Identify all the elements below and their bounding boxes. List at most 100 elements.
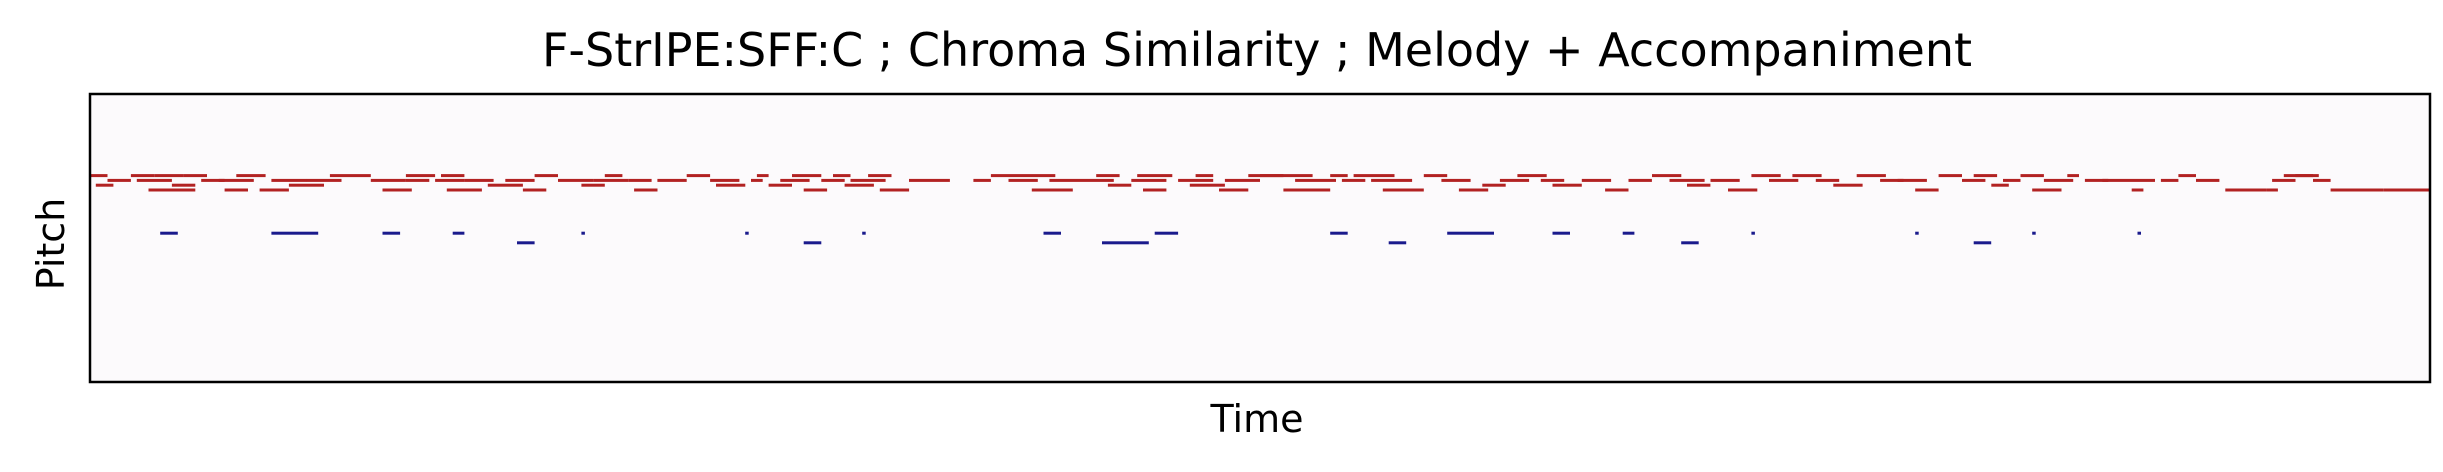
melody-note [833,174,851,178]
melody-note [2067,174,2079,178]
melody-note [1751,174,1781,178]
melody-note [844,183,874,187]
melody-note [657,178,687,182]
melody-note [604,174,623,178]
melody-note [435,178,465,182]
melody-note [201,178,225,182]
melody-note [1096,174,1120,178]
accompaniment-note [160,231,178,235]
accompaniment-note [2137,231,2141,235]
melody-note [634,188,658,192]
melody-note [522,188,547,192]
melody-note [236,174,266,178]
melody-note [218,178,254,182]
accompaniment-note [1102,241,1149,245]
melody-note [405,174,436,178]
melody-note [1856,174,1886,178]
melody-note [464,178,494,182]
melody-note [1517,174,1547,178]
accompaniment-note [1751,231,1755,235]
melody-note [1652,174,1682,178]
melody-note [1938,174,1962,178]
melody-note [2330,188,2384,192]
melody-note [2272,178,2296,182]
melody-note [1973,174,1998,178]
melody-note [382,188,412,192]
accompaniment-note [517,241,535,245]
accompaniment-note [1915,231,1919,235]
melody-note [1143,188,1167,192]
melody-note [1441,178,1471,182]
melody-note [1458,188,1489,192]
melody-note [792,174,822,178]
melody-note [1581,178,1612,182]
melody-note [1178,178,1214,182]
melody-note [868,174,892,178]
accompaniment-note [452,231,465,235]
melody-note [148,188,196,192]
melody-note [1540,178,1565,182]
melody-note [1423,174,1448,178]
melody-note [1219,188,1249,192]
melody-note [686,174,711,178]
melody-note [2020,174,2044,178]
melody-note [821,178,845,182]
melody-note [405,178,430,182]
plot-area [90,94,2430,382]
melody-note [1131,178,1167,182]
melody-note [768,183,792,187]
melody-note [306,178,342,182]
melody-note [224,188,248,192]
accompaniment-note [803,241,822,245]
melody-note [1962,178,1986,182]
melody-note [271,178,307,182]
accompaniment-note [745,231,749,235]
melody-note [534,174,558,178]
accompaniment-note [581,231,585,235]
melody-note [1049,178,1085,182]
melody-note [487,183,523,187]
melody-note [2383,188,2430,192]
melody-note [1084,178,1114,182]
melody-note [183,174,207,178]
accompaniment-note [382,231,401,235]
melody-note [259,188,289,192]
melody-note [1195,174,1214,178]
melody-note [2102,178,2138,182]
melody-note [1815,178,1840,182]
melody-note [1107,183,1132,187]
melody-note [2225,188,2267,192]
melody-note [990,174,1026,178]
notes-layer [90,174,2430,245]
accompaniment-note [1388,241,1407,245]
melody-note [1552,183,1582,187]
accompaniment-note [1154,231,1179,235]
accompaniment-note [2032,231,2036,235]
accompaniment-note [1043,231,1061,235]
melody-note [2137,178,2155,182]
melody-note [2196,178,2220,182]
melody-note [909,178,950,182]
melody-note [2178,174,2196,178]
melody-note [130,174,155,178]
melody-note [288,183,324,187]
melody-note [2084,178,2109,182]
melody-note [2295,174,2319,178]
melody-note [441,174,465,178]
chart-title: F-StrIPE:SFF:C ; Chroma Similarity ; Mel… [542,23,1972,77]
melody-note [1628,178,1652,182]
melody-note [1792,174,1822,178]
melody-note [1341,178,1366,182]
melody-note [1687,183,1711,187]
accompaniment-note [1552,231,1570,235]
melody-note [1283,188,1331,192]
melody-note [2043,178,2074,182]
x-axis-label: Time [1210,397,1304,441]
melody-note [710,178,740,182]
melody-note [1769,178,1799,182]
melody-note [2266,188,2278,192]
melody-note [628,178,652,182]
melody-note [2032,188,2062,192]
